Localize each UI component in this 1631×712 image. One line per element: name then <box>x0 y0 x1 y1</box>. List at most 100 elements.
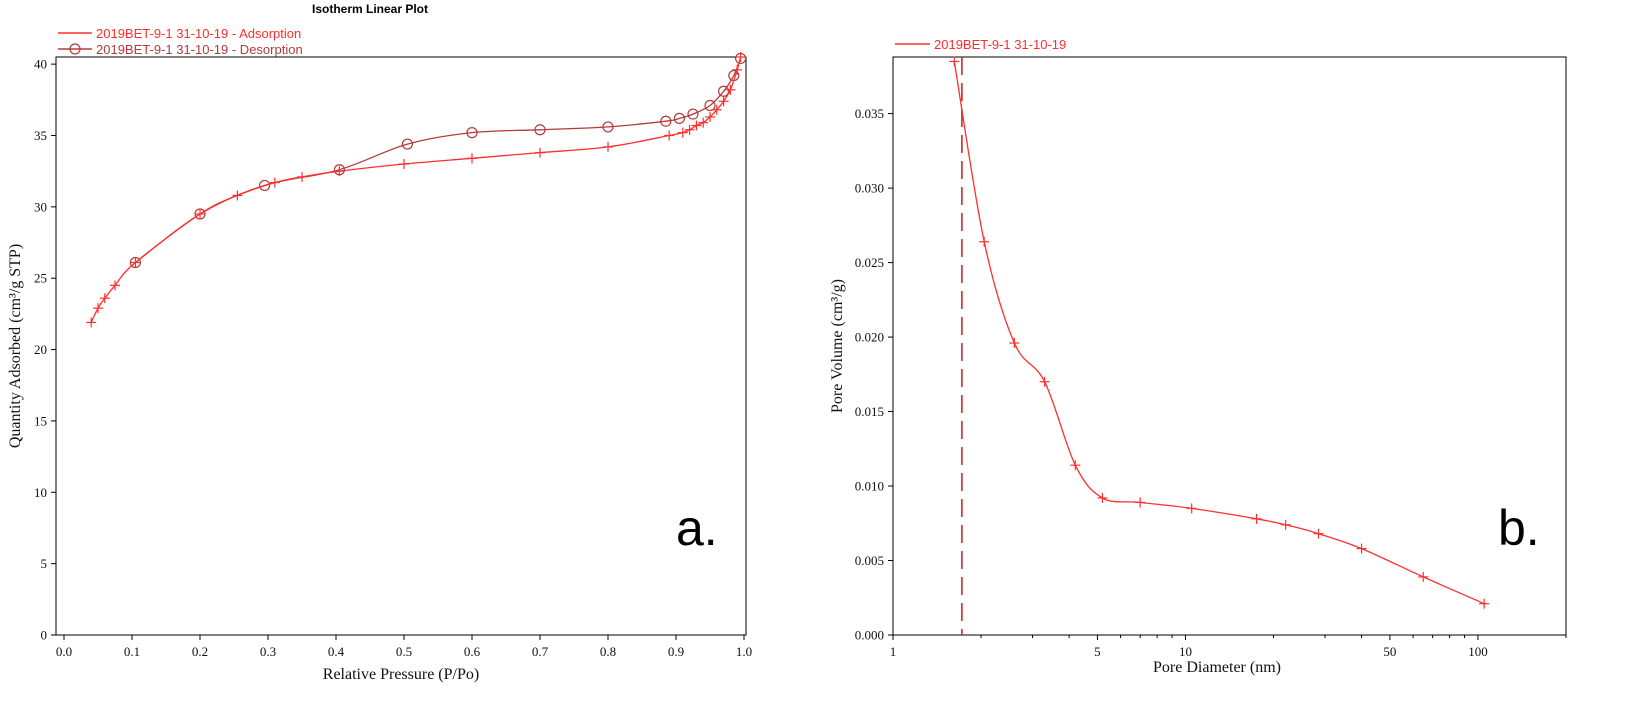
y-tick-label: 30 <box>34 199 47 214</box>
x-tick-label: 100 <box>1468 644 1488 659</box>
adsorption-point <box>684 124 695 135</box>
pore-volume-point <box>1251 513 1262 524</box>
pore-volume-point <box>1009 338 1020 349</box>
chart-title: Isotherm Linear Plot <box>312 2 428 16</box>
desorption-point <box>673 112 686 124</box>
pore-volume-line <box>953 61 1485 605</box>
adsorption-point <box>110 280 120 291</box>
y-tick-label: 25 <box>34 271 47 286</box>
adsorption-point <box>130 257 141 268</box>
y-tick-label: 15 <box>34 413 47 428</box>
desorption-point <box>660 115 672 127</box>
plot-frame <box>892 56 1567 636</box>
y-tick-label: 0.005 <box>855 553 884 568</box>
y-tick-label: 0 <box>41 628 48 643</box>
adsorption-point <box>603 141 613 152</box>
panel-label-b: b. <box>1498 500 1540 556</box>
desorption-point <box>259 179 271 192</box>
adsorption-point <box>93 303 103 314</box>
x-tick-label: 0.7 <box>532 644 549 659</box>
desorption-point <box>704 99 716 112</box>
adsorption-point <box>677 127 688 138</box>
desorption-point <box>401 138 413 150</box>
x-axis-ticks: 1 5 10 50 100 <box>890 635 1567 659</box>
x-tick-label: 5 <box>1094 644 1101 659</box>
legend-pore-label: 2019BET-9-1 31-10-19 <box>934 37 1066 52</box>
y-tick-label: 20 <box>34 342 47 357</box>
adsorption-point <box>664 130 675 141</box>
series-layer <box>949 56 1490 635</box>
x-axis-ticks: 0.0 0.1 0.2 0.3 0.4 0.5 0.6 0.7 0.8 0.9 1.0 <box>56 635 752 659</box>
pore-distribution-panel: 2019BET-9-1 31-10-19 1 5 10 50 100 0.000 0.00… <box>829 37 1567 676</box>
pore-volume-point <box>1418 571 1429 582</box>
adsorption-point <box>711 104 722 115</box>
y-tick-label: 40 <box>34 57 47 72</box>
legend-desorption-marker <box>69 43 81 55</box>
pore-volume-point <box>1097 492 1108 503</box>
pore-volume-point <box>1313 528 1324 539</box>
adsorption-point <box>732 64 743 75</box>
x-tick-label: 0.1 <box>124 644 140 659</box>
x-tick-label: 1.0 <box>736 644 752 659</box>
adsorption-point <box>735 52 746 62</box>
adsorption-point <box>195 208 205 219</box>
y-axis-label: Pore Volume (cm³/g) <box>829 279 846 413</box>
adsorption-point <box>399 159 409 170</box>
pore-volume-point <box>979 236 990 247</box>
panel-label-a: a. <box>676 500 718 556</box>
x-tick-label: 0.9 <box>668 644 684 659</box>
pore-volume-point <box>949 56 960 67</box>
x-tick-label: 0.6 <box>464 644 481 659</box>
pore-volume-point <box>1186 503 1197 514</box>
y-tick-label: 0.000 <box>855 628 884 643</box>
desorption-point <box>687 108 699 120</box>
y-tick-label: 0.035 <box>855 106 884 121</box>
adsorption-point <box>705 111 715 122</box>
legend-desorption-label: 2019BET-9-1 31-10-19 - Desorption <box>96 42 303 57</box>
legend-adsorption-label: 2019BET-9-1 31-10-19 - Adsorption <box>96 26 301 41</box>
x-tick-label: 0.8 <box>600 644 616 659</box>
adsorption-point <box>334 166 345 177</box>
x-axis-label: Relative Pressure (P/Po) <box>323 666 479 683</box>
adsorption-point <box>718 96 729 107</box>
isotherm-plot-panel: Isotherm Linear Plot 2019BET-9-1 31-10-1… <box>7 2 752 683</box>
adsorption-point <box>86 317 97 328</box>
adsorption-point <box>691 120 702 131</box>
x-tick-label: 0.4 <box>328 644 345 659</box>
pore-volume-point <box>1039 376 1050 387</box>
y-tick-label: 0.010 <box>855 479 884 494</box>
y-tick-label: 0.030 <box>855 181 884 196</box>
x-axis-label: Pore Diameter (nm) <box>1153 659 1281 676</box>
y-tick-label: 0.015 <box>855 404 884 419</box>
adsorption-point <box>467 153 477 164</box>
y-tick-label: 0.025 <box>855 255 884 270</box>
adsorption-point <box>725 84 736 95</box>
adsorption-point <box>232 190 243 201</box>
y-tick-label: 5 <box>41 556 48 571</box>
y-axis-ticks: 0 5 10 15 20 25 30 35 40 <box>34 57 56 643</box>
desorption-point <box>602 121 614 133</box>
pore-volume-point <box>1070 460 1081 471</box>
x-tick-label: 0.3 <box>260 644 276 659</box>
y-tick-label: 10 <box>34 485 47 500</box>
pore-volume-point <box>1135 497 1146 508</box>
desorption-point <box>534 124 546 136</box>
y-axis-label: Quantity Adsorbed (cm³/g STP) <box>7 244 24 448</box>
x-tick-label: 0.2 <box>192 644 208 659</box>
adsorption-point <box>297 171 307 182</box>
adsorption-point <box>535 147 545 158</box>
x-tick-label: 0.5 <box>396 644 412 659</box>
plot-frame <box>55 56 747 636</box>
x-tick-label: 50 <box>1383 644 1396 659</box>
y-tick-label: 0.020 <box>855 330 884 345</box>
desorption-point <box>466 127 478 139</box>
legend: 2019BET-9-1 31-10-19 - Adsorption 2019BE… <box>58 26 303 57</box>
x-tick-label: 10 <box>1179 644 1192 659</box>
pore-volume-point <box>1280 519 1291 530</box>
adsorption-line <box>90 56 742 323</box>
x-tick-label: 1 <box>890 644 897 659</box>
x-tick-label: 0.0 <box>56 644 72 659</box>
y-tick-label: 35 <box>34 128 47 143</box>
adsorption-point <box>269 177 280 188</box>
